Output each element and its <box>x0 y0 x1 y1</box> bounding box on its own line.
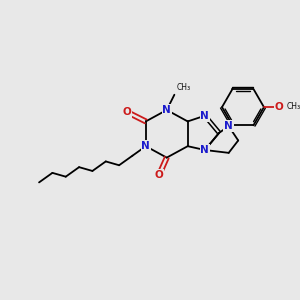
Text: O: O <box>122 107 131 117</box>
Text: O: O <box>155 170 164 180</box>
Text: CH₃: CH₃ <box>176 83 190 92</box>
Text: N: N <box>162 105 171 115</box>
Text: CH₃: CH₃ <box>287 102 300 111</box>
Text: N: N <box>200 145 209 155</box>
Text: O: O <box>275 102 284 112</box>
Text: N: N <box>224 121 233 131</box>
Text: N: N <box>141 141 150 151</box>
Text: N: N <box>200 111 209 121</box>
